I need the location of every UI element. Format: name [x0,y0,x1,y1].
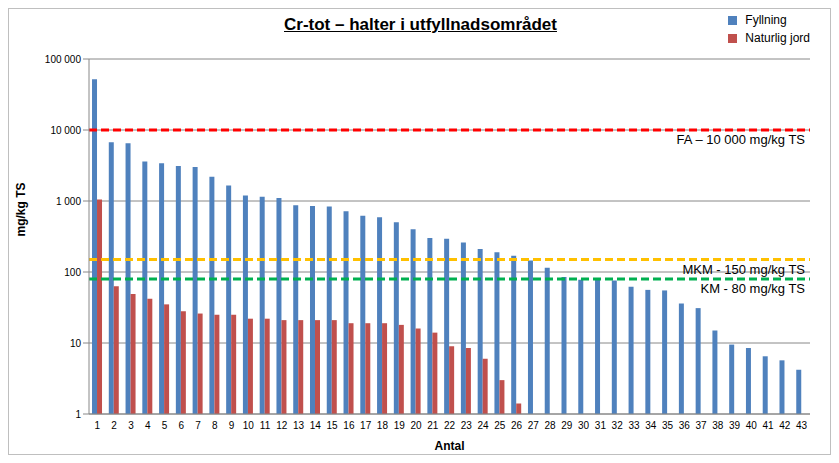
svg-text:39: 39 [729,420,741,431]
svg-text:3: 3 [128,420,134,431]
svg-text:25: 25 [494,420,506,431]
svg-text:1 000: 1 000 [56,196,81,207]
svg-text:15: 15 [327,420,339,431]
svg-text:10 000: 10 000 [50,125,81,136]
svg-text:32: 32 [612,420,624,431]
svg-text:33: 33 [628,420,640,431]
svg-text:37: 37 [695,420,707,431]
svg-text:5: 5 [162,420,168,431]
svg-text:MKM - 150 mg/kg TS: MKM - 150 mg/kg TS [682,262,805,277]
html-text:Fyllning: Fyllning [745,13,787,27]
svg-text:2: 2 [111,420,117,431]
html-text:Cr-tot – halter i utfyllnadsom: Cr-tot – halter i utfyllnadsområdet [284,15,557,34]
svg-text:Antal: Antal [435,439,465,453]
svg-text:28: 28 [545,420,557,431]
svg-text:100: 100 [64,267,81,278]
svg-text:31: 31 [595,420,607,431]
svg-text:27: 27 [528,420,540,431]
svg-text:1: 1 [95,420,101,431]
svg-text:11: 11 [260,420,271,431]
svg-text:17: 17 [360,420,372,431]
svg-text:23: 23 [461,420,473,431]
svg-text:6: 6 [178,420,184,431]
svg-text:42: 42 [779,420,791,431]
svg-text:24: 24 [477,420,489,431]
svg-text:35: 35 [662,420,674,431]
svg-text:100 000: 100 000 [45,54,82,65]
svg-text:18: 18 [377,420,389,431]
svg-text:16: 16 [343,420,355,431]
svg-text:41: 41 [763,420,775,431]
svg-text:20: 20 [410,420,422,431]
svg-text:29: 29 [561,420,573,431]
svg-text:12: 12 [276,420,288,431]
svg-text:26: 26 [511,420,523,431]
svg-text:36: 36 [679,420,691,431]
svg-text:14: 14 [310,420,322,431]
svg-text:9: 9 [229,420,235,431]
svg-text:40: 40 [746,420,758,431]
svg-text:1: 1 [75,409,81,420]
svg-text:34: 34 [645,420,657,431]
svg-text:21: 21 [427,420,439,431]
svg-text:22: 22 [444,420,456,431]
svg-text:38: 38 [712,420,724,431]
svg-text:10: 10 [70,338,82,349]
svg-text:KM - 80 mg/kg TS: KM - 80 mg/kg TS [700,281,805,296]
svg-text:FA – 10 000 mg/kg TS: FA – 10 000 mg/kg TS [677,132,806,147]
svg-text:4: 4 [145,420,151,431]
svg-text:19: 19 [394,420,406,431]
html-text:Naturlig jord: Naturlig jord [745,31,810,45]
svg-text:8: 8 [212,420,218,431]
svg-text:13: 13 [293,420,305,431]
svg-text:mg/kg TS: mg/kg TS [14,182,28,236]
svg-text:30: 30 [578,420,590,431]
svg-text:7: 7 [195,420,201,431]
svg-text:10: 10 [243,420,255,431]
svg-text:43: 43 [796,420,808,431]
